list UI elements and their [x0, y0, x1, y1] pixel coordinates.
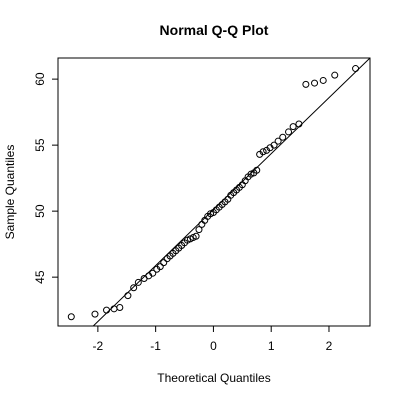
point [295, 120, 303, 128]
y-tick-label: 55 [33, 138, 47, 152]
point [253, 166, 261, 174]
point [319, 76, 327, 84]
point [110, 305, 118, 313]
y-tick-label: 50 [33, 204, 47, 218]
point [192, 232, 200, 240]
point [130, 284, 138, 292]
point [289, 123, 297, 131]
x-axis-label: Theoretical Quantiles [157, 371, 270, 385]
point [274, 137, 282, 145]
point [134, 278, 142, 286]
point [91, 310, 99, 318]
y-tick-label: 60 [33, 72, 47, 86]
point [195, 226, 203, 234]
point [124, 292, 132, 300]
point [259, 148, 267, 156]
point [149, 269, 157, 277]
point [302, 80, 310, 88]
point [67, 313, 75, 321]
plot-frame [57, 57, 371, 327]
x-tick-label: 1 [268, 339, 275, 353]
point [352, 65, 360, 73]
x-tick-label: 0 [210, 339, 217, 353]
x-tick-label: -2 [93, 339, 104, 353]
x-tick-label: -1 [150, 339, 161, 353]
point [156, 263, 164, 271]
point [116, 304, 124, 312]
point [311, 79, 319, 87]
point [270, 141, 278, 149]
point [331, 71, 339, 79]
point [160, 259, 168, 267]
chart-title: Normal Q-Q Plot [160, 22, 269, 38]
y-axis-label: Sample Quantiles [3, 145, 17, 240]
x-tick-label: 2 [326, 339, 333, 353]
point [103, 306, 111, 314]
point [285, 128, 293, 136]
point [279, 133, 287, 141]
y-tick-label: 45 [33, 270, 47, 284]
